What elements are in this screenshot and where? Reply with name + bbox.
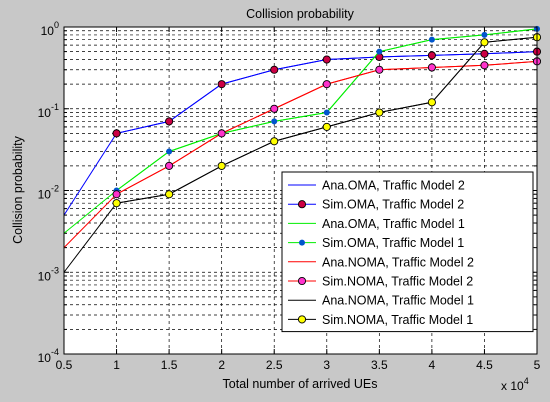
data-point <box>375 108 384 117</box>
x-axis-label: Total number of arrived UEs <box>223 377 378 391</box>
data-point <box>112 129 121 138</box>
data-point <box>297 315 307 324</box>
data-point <box>427 51 436 60</box>
legend-label: Sim.NOMA, Traffic Model 2 <box>322 275 473 289</box>
y-tick-label: 10-1 <box>38 102 59 120</box>
x-tick-label: 2.5 <box>266 358 283 372</box>
legend-item: Sim.OMA, Traffic Model 2 <box>288 198 464 212</box>
legend-item: Ana.OMA, Traffic Model 1 <box>288 217 465 231</box>
chart-title: Collision probability <box>246 7 354 21</box>
data-point <box>271 118 278 125</box>
y-tick-exponent: -3 <box>51 265 59 275</box>
series-group <box>112 47 542 138</box>
data-point <box>270 104 279 113</box>
y-tick-exponent: -1 <box>51 102 59 112</box>
data-point <box>217 129 226 138</box>
x-tick-label: 3 <box>323 358 330 372</box>
x-multiplier-base: x 10 <box>501 379 524 393</box>
y-tick-base: 10 <box>38 351 52 365</box>
x-tick-label: 2 <box>218 358 225 372</box>
legend-label: Ana.NOMA, Traffic Model 2 <box>322 255 474 269</box>
data-point <box>166 148 173 155</box>
y-tick-label: 10-2 <box>38 184 59 202</box>
x-tick-label: 1 <box>113 358 120 372</box>
series-group <box>112 33 542 208</box>
data-point <box>165 190 174 199</box>
series-group <box>112 57 542 199</box>
legend-label: Sim.OMA, Traffic Model 2 <box>322 198 464 212</box>
data-point <box>480 61 489 70</box>
x-tick-label: 5 <box>534 358 541 372</box>
y-tick-base: 10 <box>38 188 52 202</box>
legend-label: Sim.OMA, Traffic Model 1 <box>322 236 464 250</box>
data-point <box>427 63 436 72</box>
data-point <box>217 80 226 89</box>
data-point <box>376 48 383 55</box>
legend-item: Sim.OMA, Traffic Model 1 <box>288 236 464 250</box>
data-point <box>427 98 436 107</box>
y-tick-base: 10 <box>38 269 52 283</box>
legend-item: Ana.NOMA, Traffic Model 1 <box>288 294 474 308</box>
y-tick-label: 10-3 <box>38 265 59 283</box>
x-tick-label: 3.5 <box>371 358 388 372</box>
y-tick-label: 100 <box>41 20 59 38</box>
x-tick-label: 0.5 <box>56 358 73 372</box>
y-tick-exponent: 0 <box>54 20 59 30</box>
legend-box <box>281 171 534 333</box>
legend-label: Ana.OMA, Traffic Model 2 <box>322 179 465 193</box>
y-tick-exponent: -4 <box>51 347 59 357</box>
y-tick-label: 10-4 <box>38 347 59 365</box>
legend-label: Sim.NOMA, Traffic Model 1 <box>322 313 473 327</box>
y-tick-base: 10 <box>41 24 55 38</box>
legend-label: Ana.OMA, Traffic Model 1 <box>322 217 465 231</box>
legend-item: Sim.NOMA, Traffic Model 2 <box>288 275 473 289</box>
x-tick-labels: 0.5 1 1.5 2 2.5 3 3.5 4 4.5 5 <box>56 358 541 372</box>
data-point <box>322 80 331 89</box>
x-tick-label: 4 <box>429 358 436 372</box>
data-point <box>322 55 331 64</box>
data-point <box>480 38 489 47</box>
legend: Ana.OMA, Traffic Model 2 Sim.OMA, Traffic… <box>281 171 534 333</box>
data-point <box>297 200 307 209</box>
data-point <box>112 199 121 208</box>
data-point <box>165 117 174 126</box>
data-point <box>322 122 331 131</box>
data-point <box>270 137 279 146</box>
x-tick-label: 4.5 <box>476 358 493 372</box>
legend-item: Sim.NOMA, Traffic Model 1 <box>288 313 473 327</box>
y-tick-exponent: -2 <box>51 184 59 194</box>
legend-label: Ana.NOMA, Traffic Model 1 <box>322 294 474 308</box>
data-point <box>323 109 330 116</box>
data-point <box>375 65 384 74</box>
x-tick-label: 1.5 <box>161 358 178 372</box>
data-point <box>297 276 307 286</box>
data-point <box>299 239 305 246</box>
y-tick-base: 10 <box>38 106 52 120</box>
data-point <box>428 36 435 43</box>
plot-frame <box>63 26 538 355</box>
x-multiplier-exponent: 4 <box>524 376 529 386</box>
legend-item: Ana.NOMA, Traffic Model 2 <box>288 255 474 269</box>
data-point <box>112 190 121 199</box>
data-point <box>481 31 488 38</box>
data-point <box>270 65 279 74</box>
x-multiplier-label: x 104 <box>501 376 529 393</box>
data-point <box>217 161 226 170</box>
data-point <box>165 161 174 170</box>
y-axis-label: Collision probability <box>11 135 25 243</box>
series-layer <box>63 25 542 273</box>
data-point <box>480 49 489 58</box>
legend-item: Ana.OMA, Traffic Model 2 <box>288 179 465 193</box>
